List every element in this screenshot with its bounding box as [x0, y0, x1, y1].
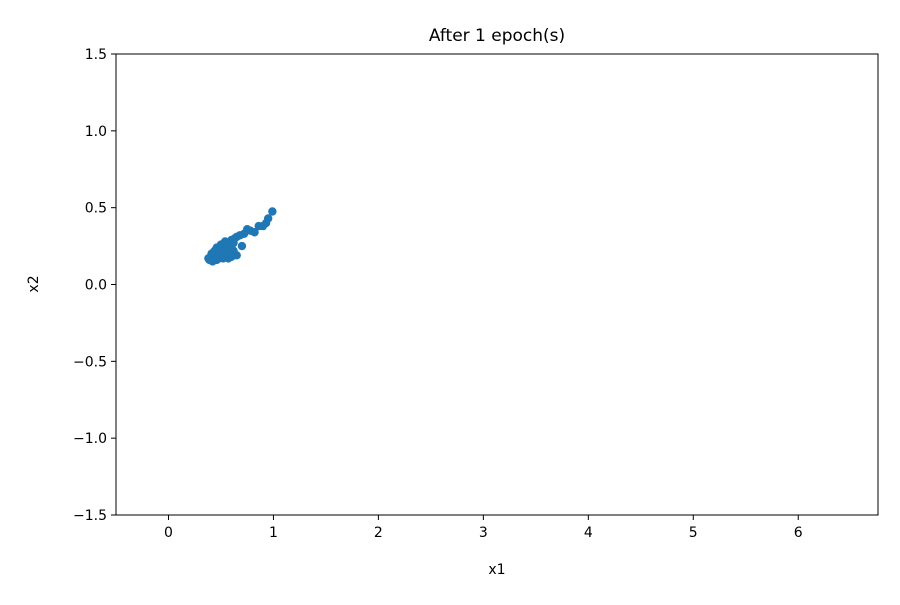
- y-tick-label: 1.5: [85, 47, 107, 63]
- x-tick-label: 3: [479, 525, 488, 541]
- x-tick-label: 6: [794, 525, 803, 541]
- y-tick-label: −1.5: [73, 508, 107, 524]
- data-point: [237, 241, 247, 251]
- x-tick-label: 0: [164, 525, 173, 541]
- x-tick-label: 4: [584, 525, 593, 541]
- data-point: [254, 221, 263, 231]
- y-tick-label: 0.0: [85, 278, 107, 294]
- y-tick-label: 1.0: [85, 124, 107, 140]
- y-tick-label: −1.0: [73, 431, 107, 447]
- data-point: [268, 207, 277, 216]
- plot-frame: [115, 53, 879, 516]
- data-point: [208, 257, 217, 266]
- y-axis-label: x2: [26, 275, 42, 292]
- x-tick-label: 1: [269, 525, 278, 541]
- y-tick-label: −0.5: [73, 354, 107, 370]
- data-point: [224, 254, 233, 263]
- data-point: [229, 238, 238, 248]
- y-tick-label: 0.5: [85, 201, 107, 217]
- x-tick-label: 5: [689, 525, 698, 541]
- x-axis-label: x1: [488, 562, 505, 578]
- x-tick-label: 2: [374, 525, 383, 541]
- chart-title: After 1 epoch(s): [429, 26, 565, 46]
